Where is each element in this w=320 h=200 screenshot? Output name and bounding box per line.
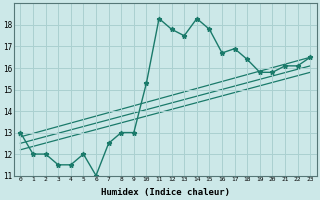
X-axis label: Humidex (Indice chaleur): Humidex (Indice chaleur) — [101, 188, 230, 197]
